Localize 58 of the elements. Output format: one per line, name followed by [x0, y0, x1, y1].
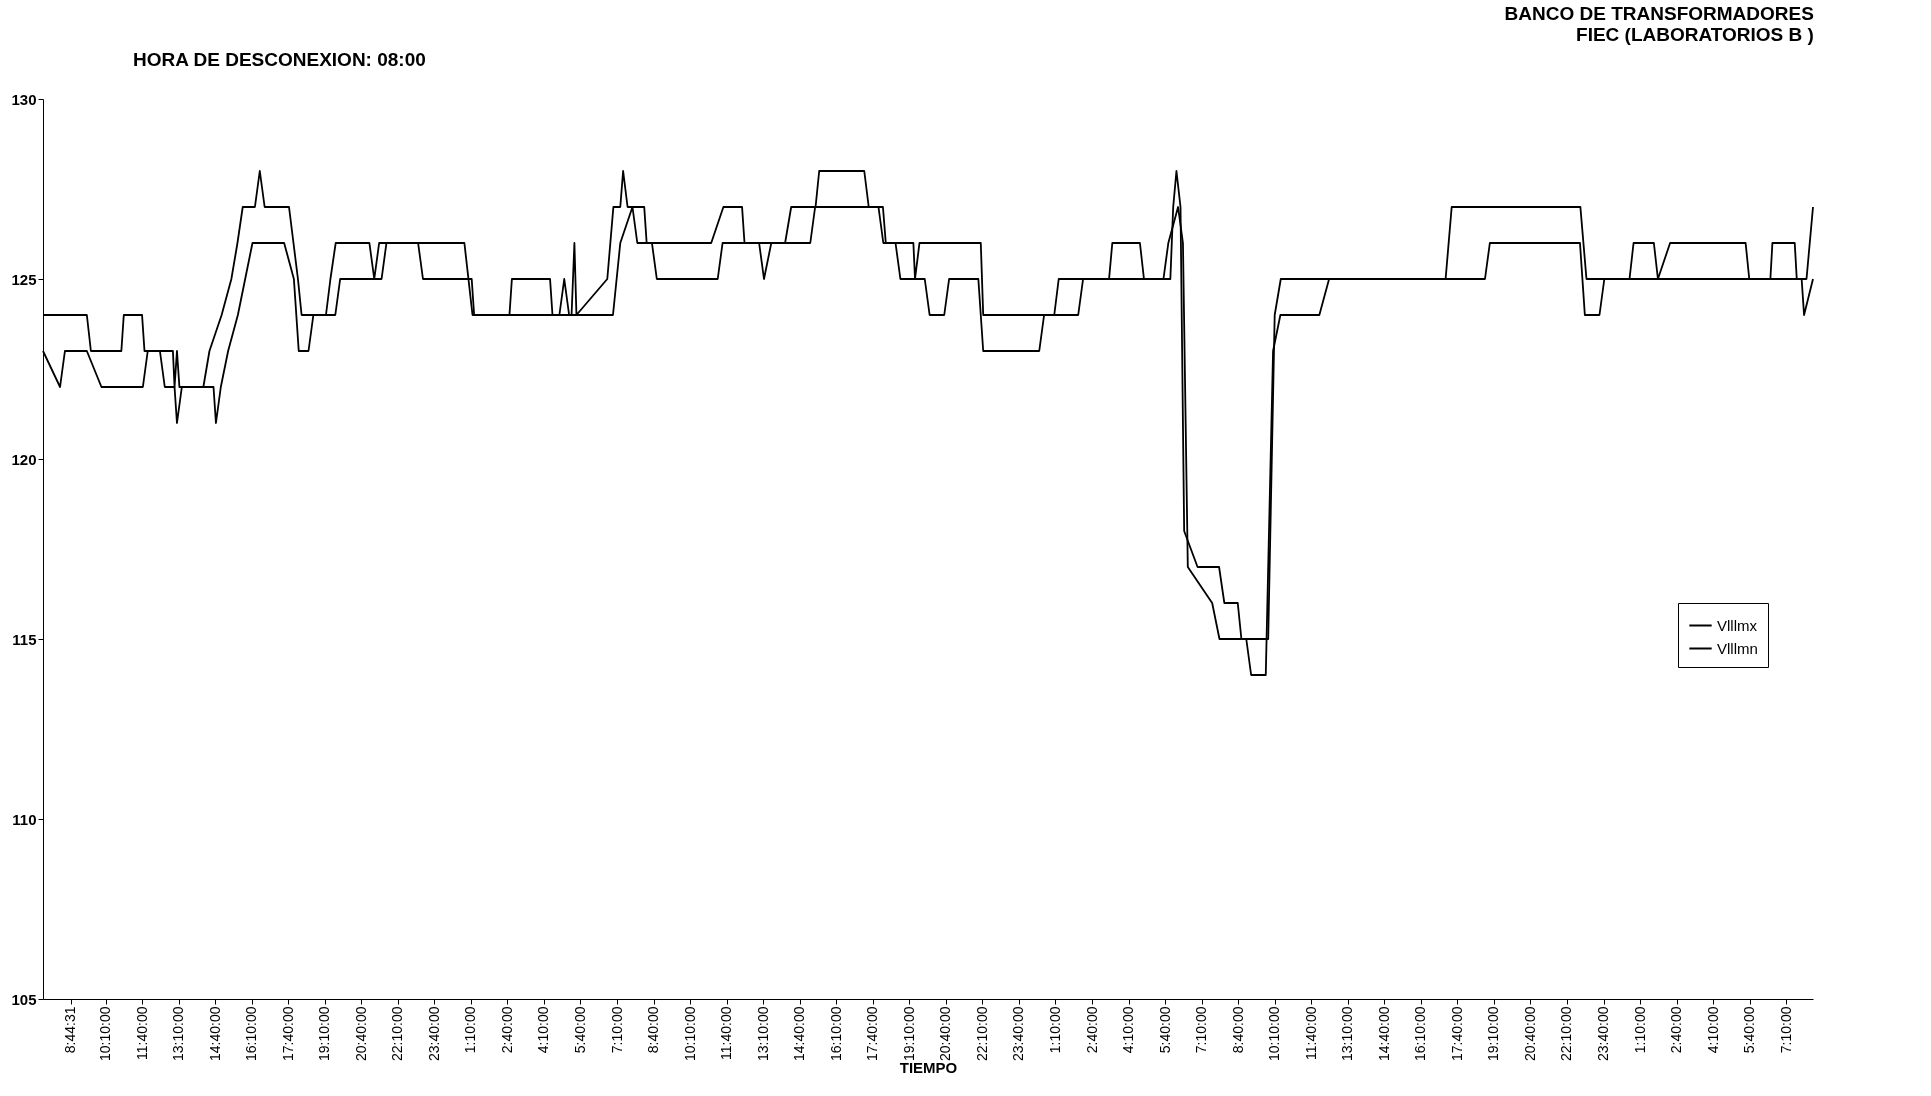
x-tick-label: 14:40:00: [791, 1006, 808, 1061]
x-tick-label: 11:40:00: [1302, 1006, 1319, 1060]
x-tick-label: 23:40:00: [425, 1006, 442, 1061]
x-tick-label: 19:10:00: [316, 1006, 333, 1061]
x-tick-label: 8:44:31: [62, 1006, 79, 1054]
x-tick-label: 1:10:00: [1046, 1006, 1063, 1054]
x-tick-label: 16:10:00: [243, 1006, 260, 1061]
x-tick-label: 22:10:00: [1558, 1006, 1575, 1061]
legend-label: Vlllmx: [1717, 616, 1758, 634]
x-tick-label: 19:10:00: [1485, 1006, 1502, 1061]
x-tick-label: 17:40:00: [279, 1006, 296, 1061]
x-tick-label: 20:40:00: [1521, 1006, 1538, 1061]
chart-title: BANCO DE TRANSFORMADORES FIEC (LABORATORIOS B ): [1504, 3, 1814, 45]
x-tick-label: 17:40:00: [1448, 1006, 1465, 1061]
x-tick-label: 8:40:00: [1229, 1006, 1246, 1054]
x-tick-label: 13:10:00: [170, 1006, 187, 1061]
x-tick-label: 10:10:00: [1266, 1006, 1283, 1061]
x-tick-label: 23:40:00: [1595, 1006, 1612, 1061]
text: HORA DE DESCONEXION: 08:00: [133, 49, 426, 70]
x-tick-label: 5:40:00: [1156, 1006, 1173, 1054]
x-tick-label: 16:10:00: [827, 1006, 844, 1061]
x-tick-label: 20:40:00: [937, 1006, 954, 1061]
x-tick-label: 13:10:00: [754, 1006, 771, 1061]
x-tick-label: 7:10:00: [1193, 1006, 1210, 1054]
y-tick-label: 115: [12, 630, 37, 648]
x-tick-label: 2:40:00: [498, 1006, 515, 1054]
x-tick-label: 10:10:00: [97, 1006, 114, 1061]
x-tick-label: 14:40:00: [206, 1006, 223, 1061]
x-tick-label: 23:40:00: [1010, 1006, 1027, 1061]
x-tick-label: 1:10:00: [1631, 1006, 1648, 1054]
legend-label: Vlllmn: [1717, 639, 1758, 657]
x-tick-label: 4:10:00: [1120, 1006, 1137, 1054]
x-tick-label: 16:10:00: [1412, 1006, 1429, 1061]
x-tick-label: 8:40:00: [645, 1006, 662, 1054]
x-tick-label: 13:10:00: [1339, 1006, 1356, 1061]
x-tick-label: 10:10:00: [681, 1006, 698, 1061]
x-tick-label: 7:10:00: [1777, 1006, 1794, 1054]
x-tick-label: 5:40:00: [1741, 1006, 1758, 1054]
x-tick-label: 11:40:00: [133, 1006, 150, 1060]
x-tick-label: 2:40:00: [1083, 1006, 1100, 1054]
x-tick-label: 4:10:00: [1704, 1006, 1721, 1054]
x-tick-label: 22:10:00: [389, 1006, 406, 1061]
y-tick-label: 120: [11, 450, 37, 468]
y-tick-label: 130: [11, 90, 37, 108]
x-tick-label: 19:10:00: [900, 1006, 917, 1061]
x-tick-label: 1:10:00: [462, 1006, 479, 1054]
x-tick-label: 4:10:00: [535, 1006, 552, 1054]
y-tick-label: 125: [11, 270, 37, 288]
x-tick-label: 5:40:00: [572, 1006, 588, 1054]
y-tick-label: 105: [11, 990, 37, 1008]
x-tick-label: 20:40:00: [352, 1006, 369, 1061]
x-tick-label: 22:10:00: [973, 1006, 990, 1061]
x-tick-label: 2:40:00: [1668, 1006, 1685, 1054]
x-tick-label: 7:10:00: [608, 1006, 625, 1054]
x-tick-label: 17:40:00: [864, 1006, 881, 1061]
x-tick-label: 14:40:00: [1375, 1006, 1392, 1061]
x-tick-label: 11:40:00: [718, 1006, 735, 1060]
y-tick-label: 110: [12, 810, 37, 828]
